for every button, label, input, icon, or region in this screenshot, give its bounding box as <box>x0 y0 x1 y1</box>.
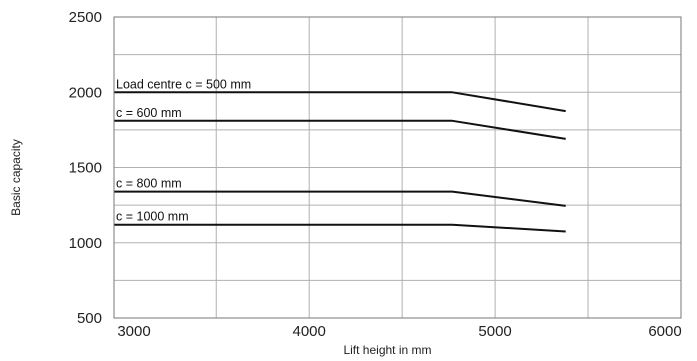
y-tick-label: 2000 <box>69 84 102 101</box>
grid <box>114 17 681 318</box>
series-lines <box>114 91 566 233</box>
series-line-3 <box>114 190 566 207</box>
plot-frame <box>113 16 682 319</box>
y-axis-title: Basic capacity <box>9 139 23 216</box>
series-labels: Load centre c = 500 mm c = 600 mm c = 800 … <box>116 77 251 223</box>
x-tick-label: 4000 <box>293 323 326 340</box>
x-tick-label: 6000 <box>648 323 681 340</box>
series-line-2 <box>114 119 566 140</box>
x-axis-title: Lift height in mm <box>343 343 431 357</box>
series-label-2: c = 600 mm <box>116 106 182 120</box>
tick-labels: 500 1000 1500 2000 2500 3000 4000 5000 6000 <box>69 9 682 340</box>
y-tick-label: 2500 <box>69 9 102 26</box>
y-tick-label: 1000 <box>69 235 102 252</box>
x-tick-label: 5000 <box>478 323 511 340</box>
series-line-4 <box>114 223 566 233</box>
series-label-1: Load centre c = 500 mm <box>116 77 251 91</box>
y-tick-label: 500 <box>77 310 102 327</box>
x-tick-label: 3000 <box>117 323 150 340</box>
series-label-4: c = 1000 mm <box>116 210 189 224</box>
y-tick-label: 1500 <box>69 160 102 177</box>
series-line-1 <box>114 91 566 113</box>
series-label-3: c = 800 mm <box>116 177 182 191</box>
